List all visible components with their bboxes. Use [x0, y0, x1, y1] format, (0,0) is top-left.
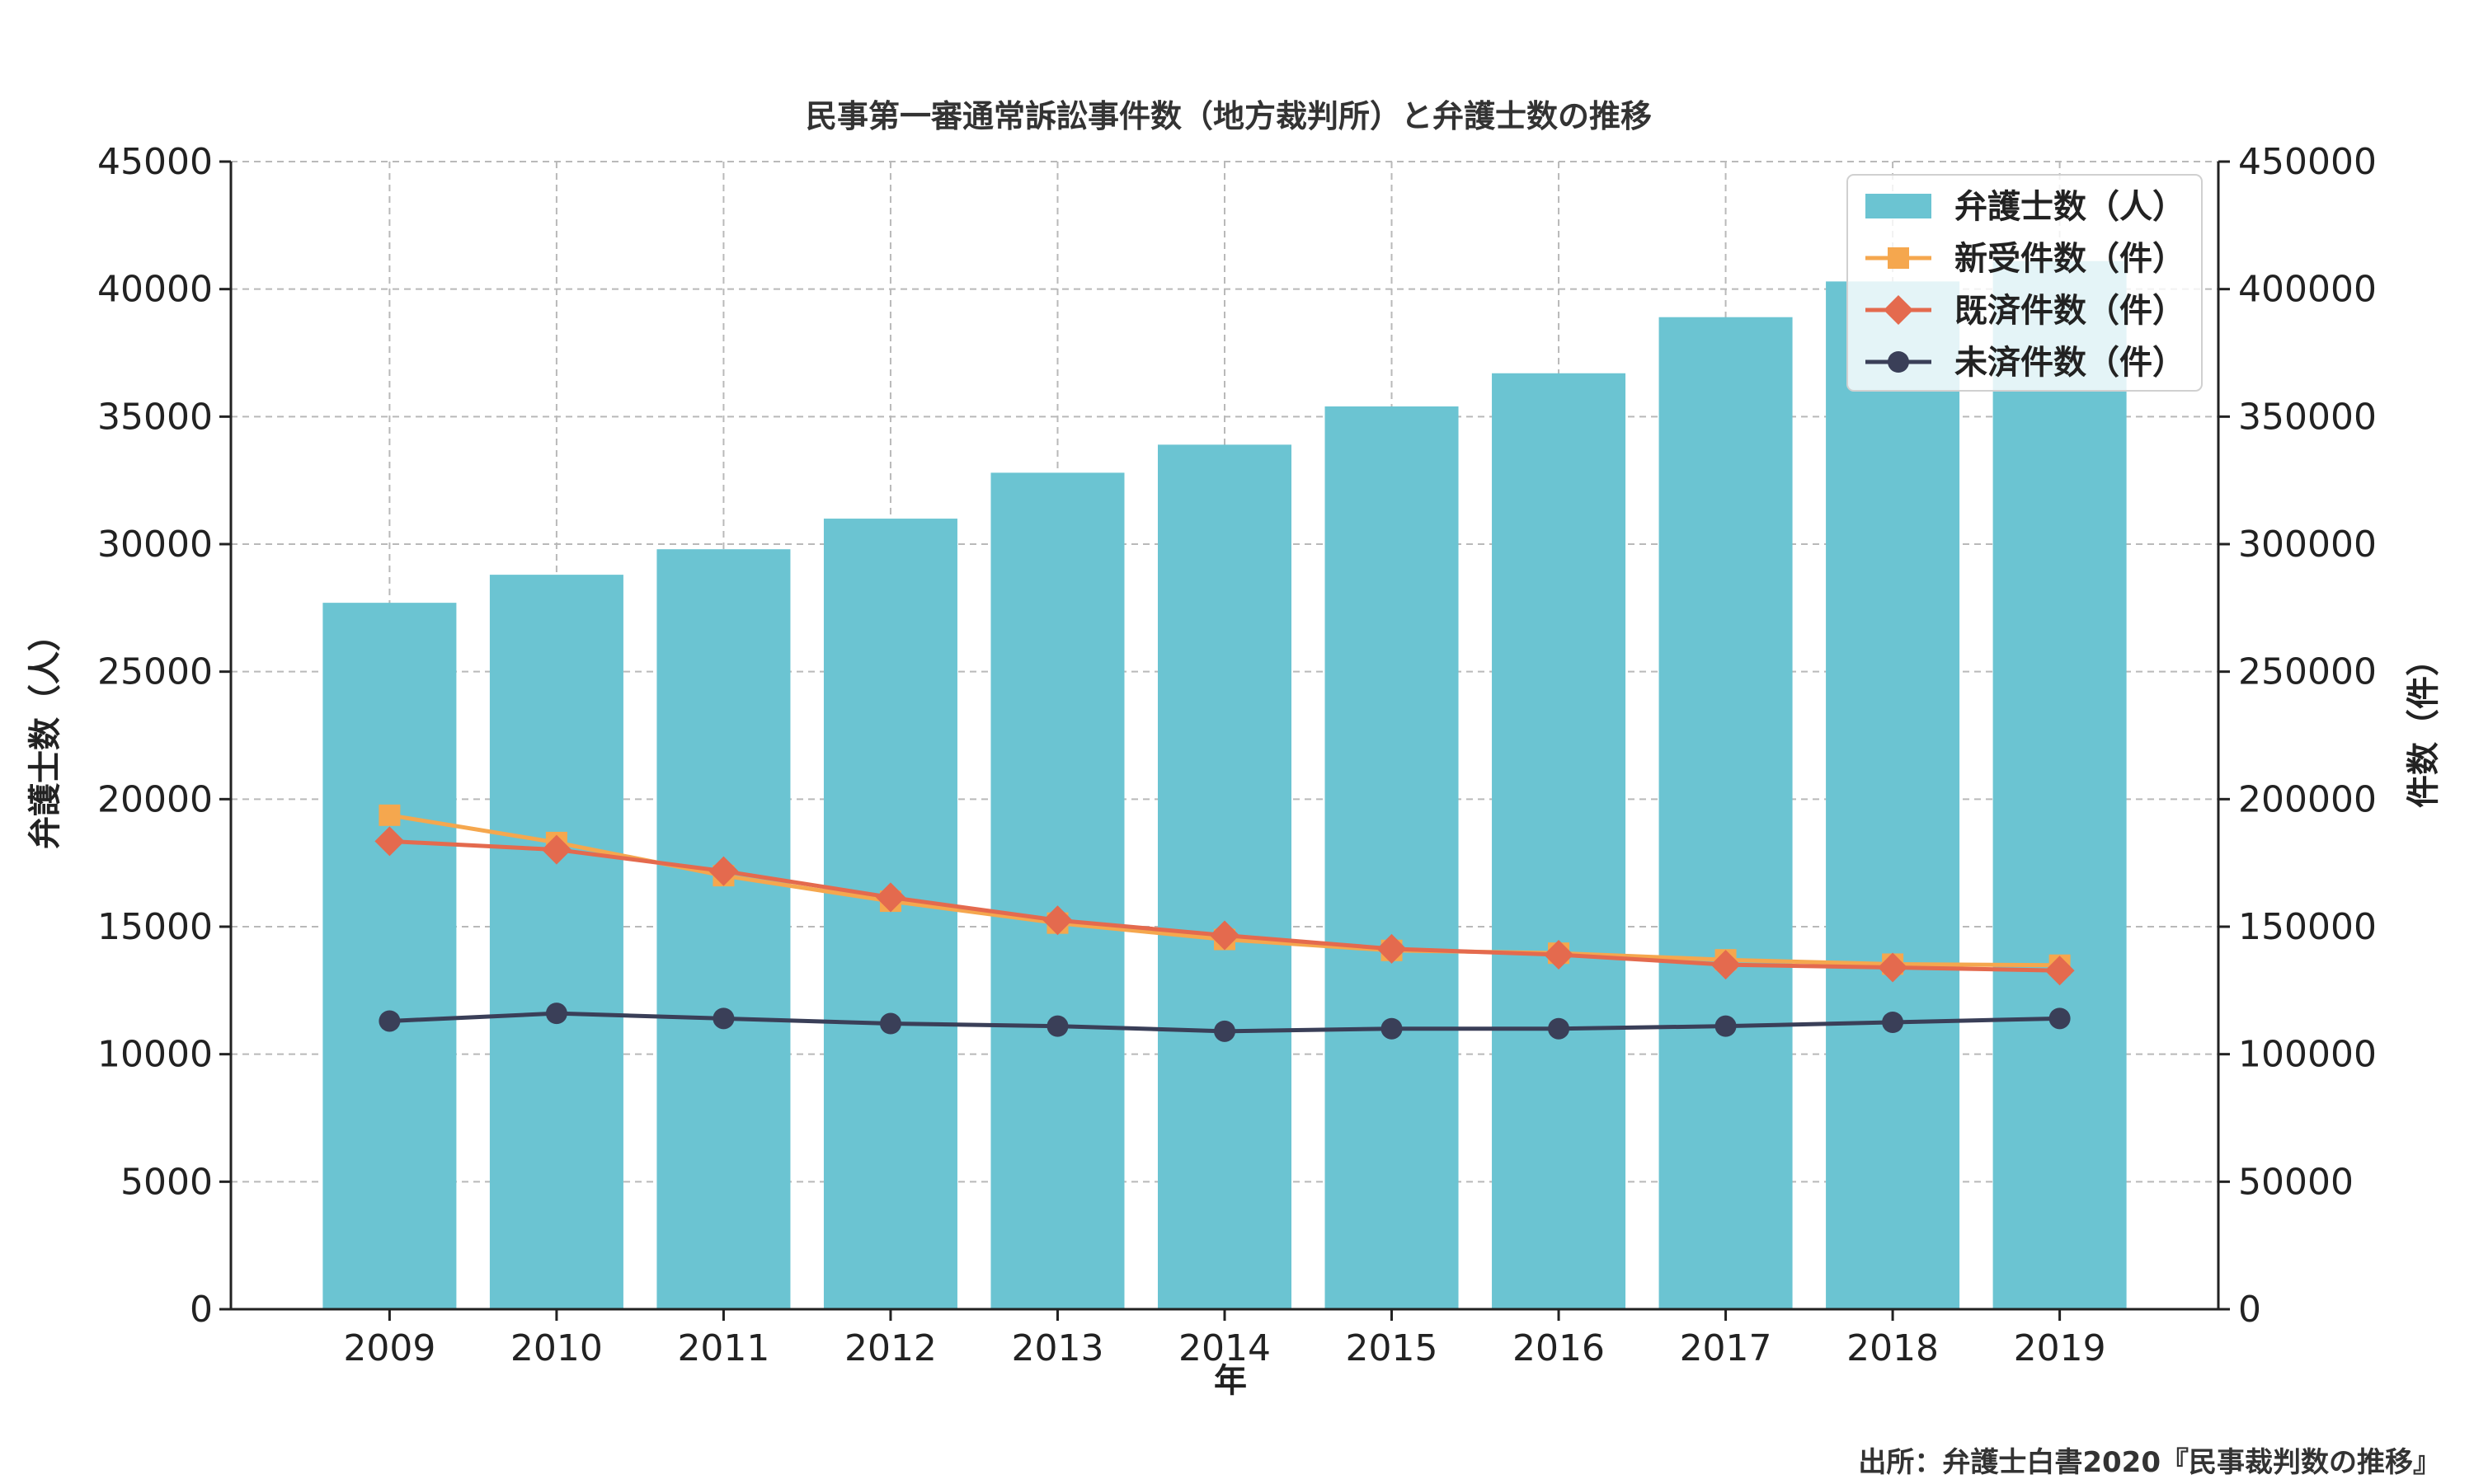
- bar-2011: [656, 549, 791, 1309]
- tick-label-x: 2019: [2014, 1327, 2106, 1369]
- point-2018: [1878, 952, 1908, 983]
- tick-label-x: 2018: [1846, 1327, 1939, 1369]
- tick-label-left: 10000: [97, 1034, 213, 1076]
- point-2017: [1714, 1015, 1737, 1037]
- tick-label-x: 2011: [677, 1327, 769, 1369]
- tick-label-x: 2013: [1011, 1327, 1103, 1369]
- tick-label-x: 2010: [510, 1327, 603, 1369]
- point-2011: [708, 856, 739, 886]
- legend-marker: [1888, 247, 1909, 269]
- tick-label-left: 45000: [97, 141, 213, 183]
- point-2011: [713, 1007, 735, 1030]
- point-2016: [1544, 940, 1574, 970]
- tick-label-right: 400000: [2238, 269, 2377, 311]
- bar-2015: [1324, 406, 1459, 1310]
- tick-label-left: 30000: [97, 524, 213, 566]
- tick-label-x: 2014: [1178, 1327, 1271, 1369]
- legend-marker: [1888, 351, 1909, 373]
- y-axis-left-label: 弁護士数（人）: [26, 618, 64, 849]
- point-2009: [374, 826, 405, 857]
- tick-label-x: 2016: [1512, 1327, 1605, 1369]
- legend-marker: [1884, 295, 1913, 325]
- point-2013: [1047, 1015, 1069, 1037]
- tick-label-right: 150000: [2238, 906, 2377, 948]
- x-axis-label: 年: [1214, 1362, 1247, 1400]
- legend-item: 新受件数（件）: [1865, 240, 2185, 278]
- point-2012: [879, 1012, 901, 1035]
- tick-label-right: 450000: [2238, 141, 2377, 183]
- lines: [374, 804, 2075, 1042]
- point-2014: [1210, 920, 1239, 951]
- tick-label-right: 300000: [2238, 524, 2377, 566]
- tick-label-right: 250000: [2238, 651, 2377, 693]
- legend-box: [1846, 174, 2203, 392]
- legend-swatch: [1865, 194, 1931, 218]
- point-2017: [1710, 950, 1741, 980]
- point-2018: [1882, 1012, 1904, 1033]
- point-2019: [2048, 1007, 2071, 1030]
- bar-2019: [1992, 261, 2127, 1309]
- series-3: [379, 1003, 2071, 1042]
- series-2: [374, 826, 2075, 986]
- bar-2013: [990, 472, 1125, 1309]
- tick-label-right: 350000: [2238, 396, 2377, 438]
- chart-title: 民事第一審通常訴訟事件数（地方裁判所）と弁護士数の推移: [806, 98, 1652, 134]
- bar-2009: [322, 603, 457, 1309]
- point-2014: [1214, 1020, 1235, 1042]
- bar-2018: [1826, 281, 1960, 1309]
- legend: 弁護士数（人） 新受件数（件） 既済件数（件） 未済件数（件）: [1846, 174, 2203, 392]
- tick-label-x: 2012: [844, 1327, 937, 1369]
- bars: [322, 261, 2127, 1310]
- point-2019: [2044, 956, 2075, 986]
- tick-label-right: 0: [2238, 1289, 2261, 1331]
- point-2015: [1376, 933, 1407, 964]
- legend-item: 既済件数（件）: [1865, 292, 2185, 330]
- tick-label-left: 5000: [120, 1161, 213, 1203]
- bar-2016: [1492, 373, 1626, 1309]
- point-2009: [379, 804, 401, 826]
- tick-label-x: 2017: [1680, 1327, 1772, 1369]
- legend-label: 未済件数（件）: [1954, 344, 2185, 382]
- tick-label-x: 2015: [1346, 1327, 1438, 1369]
- legend-label: 既済件数（件）: [1954, 292, 2185, 330]
- legend-label: 弁護士数（人）: [1954, 188, 2185, 226]
- point-2009: [379, 1010, 401, 1032]
- y-axis-right-label: 件数（件）: [2405, 643, 2443, 808]
- bar-2017: [1658, 317, 1793, 1309]
- tick-label-right: 200000: [2238, 778, 2377, 820]
- tick-label-left: 35000: [97, 396, 213, 438]
- tick-label-left: 25000: [97, 651, 213, 693]
- bar-2014: [1157, 444, 1292, 1309]
- tick-label-right: 50000: [2238, 1161, 2354, 1203]
- bar-2010: [489, 575, 623, 1309]
- tick-label-left: 20000: [97, 778, 213, 820]
- source-note: 出所：弁護士白書2020『民事裁判数の推移』: [1858, 1446, 2441, 1479]
- point-2015: [1380, 1017, 1403, 1040]
- point-2013: [1042, 905, 1073, 936]
- point-2012: [875, 882, 905, 913]
- point-2010: [541, 834, 571, 865]
- legend-item: 弁護士数（人）: [1865, 188, 2185, 226]
- point-2016: [1548, 1017, 1570, 1040]
- tick-label-left: 15000: [97, 906, 213, 948]
- tick-label-right: 100000: [2238, 1034, 2377, 1076]
- legend-label: 新受件数（件）: [1954, 240, 2185, 278]
- tick-label-left: 0: [190, 1289, 213, 1331]
- tick-label-x: 2009: [343, 1327, 435, 1369]
- point-2010: [545, 1003, 567, 1025]
- bar-2012: [823, 519, 957, 1309]
- tick-label-left: 40000: [97, 269, 213, 311]
- ticks: 0 5000 10000 15000 20000 25000 30000 35000 40000…: [97, 141, 2377, 1369]
- legend-item: 未済件数（件）: [1865, 344, 2185, 382]
